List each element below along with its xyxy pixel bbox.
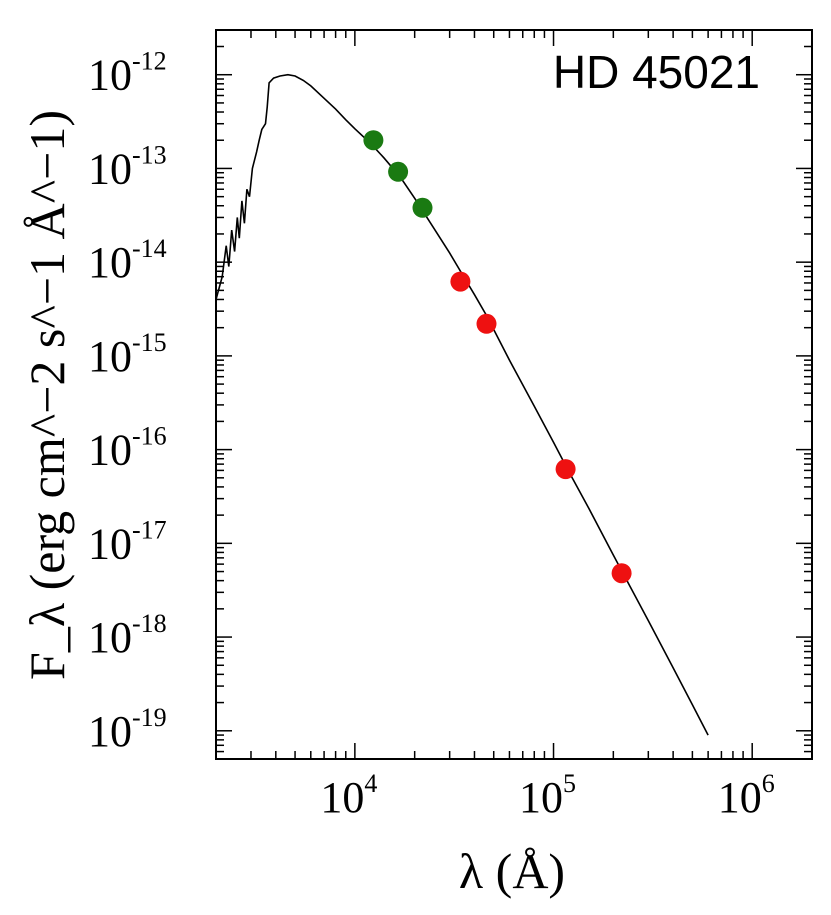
y-tick-label: 10-18	[88, 609, 167, 662]
y-tick-label: 10-14	[88, 234, 167, 287]
photometry-points	[363, 130, 632, 584]
photometry-point	[363, 130, 384, 151]
star-label: HD 45021	[553, 46, 760, 98]
photometry-point	[555, 459, 576, 480]
x-tick-label: 105	[519, 769, 576, 822]
y-tick-labels: 10-12 10-13 10-14 10-15 10-16 10-17 10-18 10-19	[88, 47, 167, 756]
y-tick-label: 10-15	[88, 328, 167, 381]
photometry-point	[611, 563, 632, 584]
y-tick-label: 10-17	[88, 515, 167, 568]
y-tick-label: 10-12	[88, 47, 167, 100]
x-tick-label: 104	[320, 769, 377, 822]
x-tick-labels: 104 105 106	[320, 769, 774, 822]
photometry-point	[388, 161, 409, 182]
y-tick-label: 10-13	[88, 140, 167, 193]
y-tick-label: 10-19	[88, 703, 167, 756]
x-axis-title: λ (Å)	[459, 843, 565, 899]
y-tick-label: 10-16	[88, 422, 167, 475]
model-spectrum-line	[215, 73, 709, 736]
photometry-point	[476, 313, 497, 334]
photometry-point	[450, 271, 471, 292]
photometry-point	[412, 197, 433, 218]
x-tick-label: 106	[718, 769, 775, 822]
plot-frame	[215, 29, 813, 760]
axis-ticks	[215, 29, 813, 760]
y-axis-title: F_λ (erg cm^−2 s^−1 Å^−1)	[19, 110, 75, 680]
